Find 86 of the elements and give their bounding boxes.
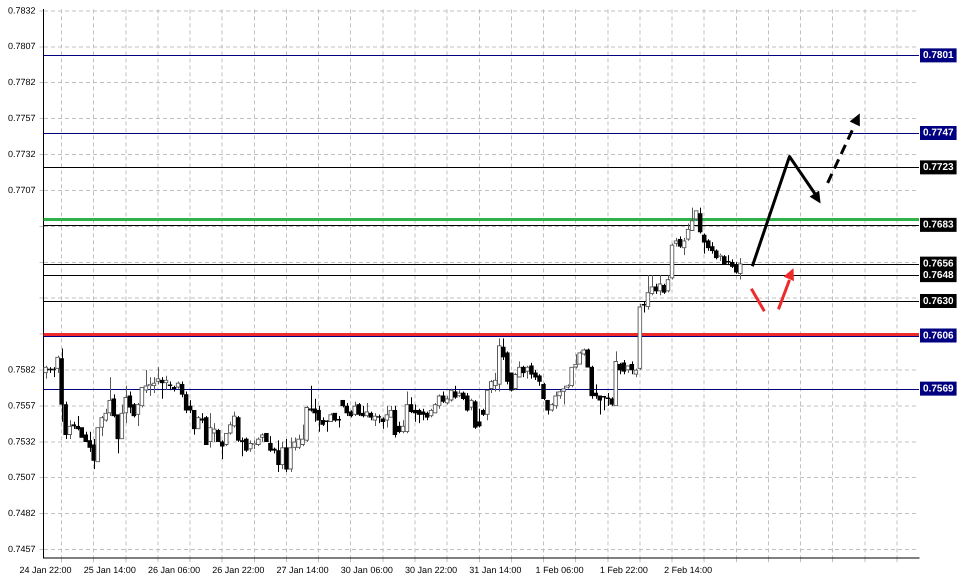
candlestick bbox=[152, 376, 156, 394]
candlestick bbox=[280, 441, 285, 470]
ref-line-label: 0.7747 bbox=[923, 128, 954, 139]
candlestick bbox=[464, 392, 470, 412]
candlestick bbox=[208, 412, 213, 448]
candlestick bbox=[738, 257, 743, 280]
ref-line-label: 0.7801 bbox=[923, 50, 954, 62]
candlestick bbox=[380, 416, 386, 430]
y-tick-label: 0.7782 bbox=[8, 77, 36, 88]
candlestick bbox=[521, 365, 526, 378]
candlestick bbox=[392, 405, 398, 438]
x-tick-label: 1 Feb 06:00 bbox=[536, 565, 584, 576]
y-tick-label: 0.7582 bbox=[8, 364, 36, 374]
x-tick-label: 1 Feb 22:00 bbox=[600, 565, 648, 576]
candlestick bbox=[160, 376, 164, 400]
candlestick bbox=[408, 396, 414, 414]
y-tick-label: 0.7707 bbox=[8, 184, 36, 195]
y-tick-label: 0.7732 bbox=[8, 148, 36, 159]
x-tick-label: 24 Jan 22:00 bbox=[20, 565, 72, 576]
y-tick-label: 0.7557 bbox=[8, 400, 36, 410]
candlestick bbox=[452, 385, 458, 400]
y-tick-label: 0.7457 bbox=[8, 544, 36, 554]
candlestick bbox=[124, 385, 128, 424]
candlestick bbox=[436, 394, 442, 410]
candlestick bbox=[67, 420, 72, 440]
ref-line-label: 0.7656 bbox=[923, 258, 954, 270]
x-tick-label: 26 Jan 22:00 bbox=[212, 565, 264, 576]
ref-line-label: 0.7606 bbox=[923, 330, 954, 342]
candlestick bbox=[577, 350, 582, 365]
candlestick bbox=[525, 365, 530, 380]
x-tick-label: 2 Feb 14:00 bbox=[664, 565, 712, 576]
candlestick bbox=[296, 434, 301, 450]
x-tick-label: 26 Jan 06:00 bbox=[148, 565, 200, 576]
candlestick bbox=[268, 436, 273, 452]
candlestick bbox=[678, 236, 682, 248]
x-tick-label: 31 Jan 14:00 bbox=[469, 565, 522, 576]
candlestick bbox=[694, 210, 698, 222]
candlestick bbox=[646, 274, 650, 310]
candlestick bbox=[545, 400, 550, 416]
candlestick bbox=[360, 405, 366, 418]
x-tick-label: 30 Jan 06:00 bbox=[340, 565, 393, 576]
candlestick bbox=[372, 412, 378, 427]
candlestick bbox=[196, 415, 200, 430]
candlestick bbox=[440, 391, 446, 404]
candlestick bbox=[55, 355, 60, 374]
ref-line-label: 0.7630 bbox=[923, 296, 954, 307]
candlestick bbox=[244, 437, 249, 452]
x-tick-label: 25 Jan 14:00 bbox=[84, 565, 136, 576]
candlestick bbox=[248, 440, 253, 452]
candlestick bbox=[448, 388, 454, 402]
candlestick bbox=[662, 283, 666, 294]
candlestick bbox=[569, 366, 574, 388]
y-tick-label: 0.7757 bbox=[8, 113, 36, 124]
y-tick-label: 0.7532 bbox=[8, 436, 36, 446]
candlestick bbox=[212, 422, 217, 442]
ref-line-label: 0.7648 bbox=[923, 270, 954, 281]
candlestick bbox=[384, 405, 390, 428]
candlestick bbox=[416, 408, 422, 424]
candlestick bbox=[308, 385, 313, 412]
y-tick-label: 0.7482 bbox=[8, 508, 36, 518]
candlestick bbox=[622, 359, 626, 375]
y-tick-label: 0.7832 bbox=[8, 5, 36, 16]
x-tick-label: 30 Jan 22:00 bbox=[405, 565, 458, 576]
candlestick bbox=[420, 408, 426, 421]
ref-line-label: 0.7683 bbox=[923, 220, 954, 231]
x-tick-label: 27 Jan 14:00 bbox=[276, 565, 329, 576]
candlestick bbox=[128, 391, 132, 414]
y-tick-label: 0.7507 bbox=[8, 472, 36, 482]
candlestick bbox=[344, 402, 350, 416]
ref-line-label: 0.7723 bbox=[923, 162, 954, 174]
candlestick bbox=[658, 274, 662, 296]
candlestick bbox=[352, 401, 358, 416]
candlestick bbox=[164, 375, 168, 391]
candlestick bbox=[553, 391, 558, 410]
candlestick bbox=[702, 233, 706, 254]
candlestick bbox=[44, 365, 48, 380]
y-tick-label: 0.7807 bbox=[8, 41, 36, 52]
candlestick bbox=[276, 440, 281, 472]
candlestick bbox=[288, 437, 293, 472]
candlestick bbox=[630, 360, 634, 375]
candlestick bbox=[356, 402, 362, 416]
candlestick bbox=[284, 438, 289, 472]
candlestick bbox=[529, 362, 534, 380]
candlestick bbox=[364, 402, 370, 418]
candlestick bbox=[654, 283, 658, 294]
ref-line-label: 0.7569 bbox=[923, 383, 954, 394]
